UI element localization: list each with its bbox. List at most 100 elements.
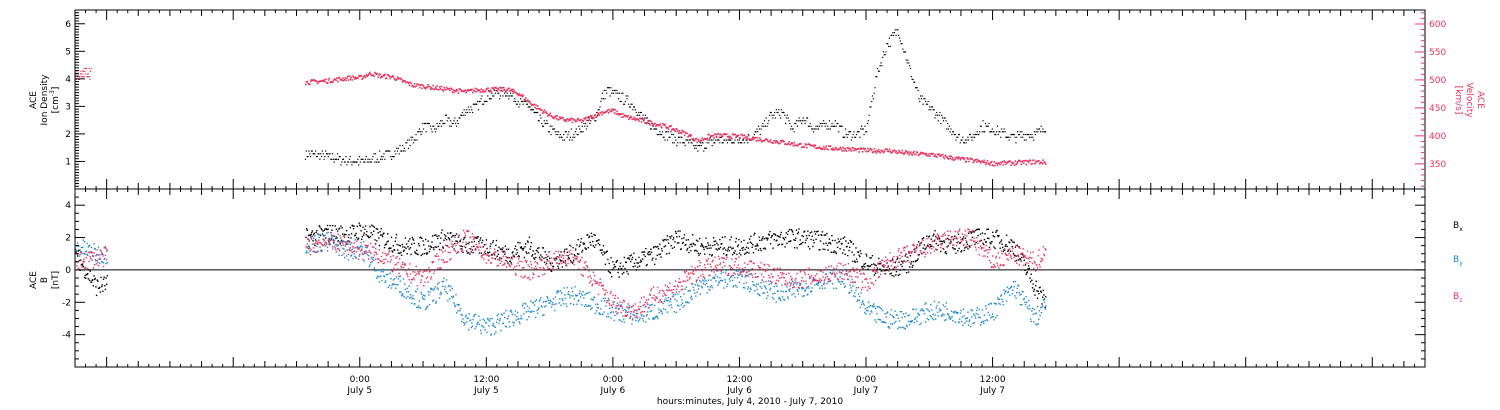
velocity-point [989,164,991,166]
b-point-by [700,281,702,283]
b-point-by [764,286,767,289]
b-point-bx [863,263,865,265]
velocity-point [511,90,514,93]
b-point-bx [468,241,471,244]
b-point-bx [752,251,755,254]
b-point-bx [931,245,933,248]
b-point-bz [79,253,81,255]
b-point-by [786,286,788,288]
velocity-point [454,89,456,92]
velocity-point [941,153,944,156]
velocity-tick-label: 550 [1429,48,1446,58]
b-point-bx [736,253,738,256]
b-point-bx [507,262,509,264]
density-point [1006,136,1009,138]
b-point-by [886,312,888,314]
density-unit-end: ] [51,87,61,91]
b-point-bx [490,243,492,245]
b-point-by [75,250,78,252]
density-point [428,122,430,125]
density-point [767,122,769,125]
density-point [742,139,745,141]
b-point-by [498,319,501,322]
density-point [876,76,878,78]
b-point-bx [376,228,379,231]
velocity-point [994,164,996,167]
velocity-point [758,139,760,142]
b-point-bx [343,233,346,235]
velocity-point [423,87,426,89]
b-point-by [955,311,958,314]
velocity-point [826,148,828,151]
b-point-bz [90,258,92,260]
density-point [601,98,603,100]
b-point-by [953,310,956,313]
velocity-point [525,97,527,99]
density-point [807,125,809,127]
b-point-by [643,303,646,306]
density-point [354,161,356,163]
velocity-point [876,150,879,153]
b-point-bx [772,233,775,235]
b-point-by [809,275,811,278]
velocity-point [1027,160,1029,162]
b-point-bx [568,257,570,260]
b-point-bx [1021,256,1023,259]
b-point-by [477,321,479,324]
b-point-by [1024,301,1026,303]
b-point-bx [381,235,384,238]
density-point [552,128,555,130]
velocity-point [740,133,742,136]
b-point-bx [619,262,622,264]
density-point [392,155,394,158]
b-point-by [435,302,437,304]
b-point-bx [578,245,581,248]
velocity-point [737,134,740,136]
b-point-by [98,258,100,261]
density-point [481,95,483,97]
b-point-bx [905,272,908,274]
b-point-by [518,321,521,323]
velocity-point [590,115,593,117]
b-point-by [354,238,357,241]
density-point [85,67,88,70]
velocity-point [595,116,597,119]
b-point-by [769,287,772,290]
b-point-bx [504,245,507,247]
b-point-by [466,321,468,323]
b-point-by [95,253,98,256]
b-point-bx [86,273,88,276]
density-point [1038,128,1041,130]
velocity-point [1022,160,1024,162]
b-point-by [969,325,972,328]
density-point [579,131,582,133]
b-point-bx [592,240,594,243]
density-point [967,136,969,138]
b-point-by [635,319,637,322]
density-point [884,54,886,56]
b-point-by [743,282,745,285]
b-point-bx [371,224,373,226]
b-point-by [84,253,86,255]
velocity-point [606,110,608,113]
density-point [844,128,847,130]
b-point-by [504,325,507,328]
velocity-point [451,91,454,94]
b-point-bx [461,248,463,250]
b-point-bx [739,249,741,251]
density-point [963,142,965,144]
b-point-by [522,303,524,305]
b-point-bx [637,262,639,264]
b-point-by [602,313,604,315]
b-point-bz [316,241,319,243]
b-point-bx [327,228,329,230]
b-point-bx [85,277,87,279]
b-point-by [778,296,781,299]
density-point [858,131,860,133]
b-point-bz [318,239,320,241]
b-point-by [309,250,311,252]
density-point [942,120,944,122]
velocity-point [926,155,929,157]
b-point-bx [926,235,928,237]
velocity-point [942,156,945,158]
